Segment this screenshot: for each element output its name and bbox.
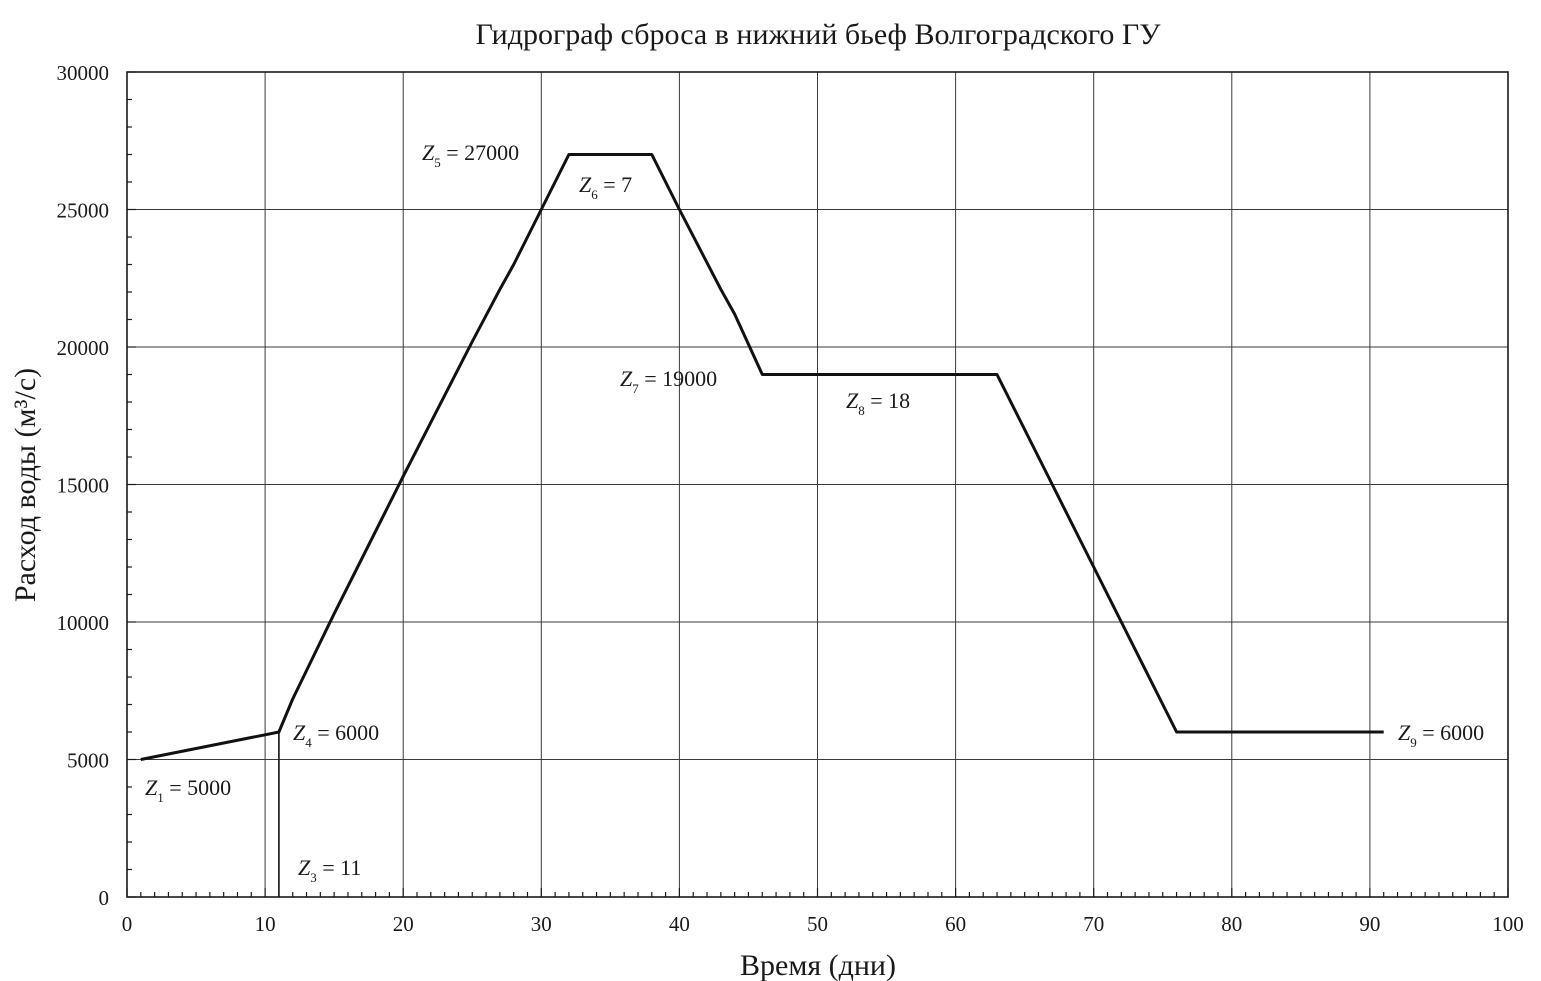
x-tick-label: 30 — [531, 912, 552, 936]
annotation-z3: Z3 = 11 — [298, 855, 361, 885]
annotation-z5: Z5 = 27000 — [422, 140, 519, 170]
axis-ticks — [126, 71, 1509, 898]
x-axis-label: Время (дни) — [740, 949, 896, 981]
x-tick-label: 40 — [669, 912, 690, 936]
annotation-z1: Z1 = 5000 — [145, 775, 231, 805]
y-tick-label: 5000 — [67, 749, 109, 773]
annotations: Z1 = 5000 Z3 = 11 Z4 = 6000 Z5 = 27000 Z6 = … — [145, 140, 1484, 885]
x-tick-label: 60 — [945, 912, 966, 936]
annotation-z4: Z4 = 6000 — [293, 720, 379, 750]
grid — [127, 72, 1508, 897]
y-tick-label: 25000 — [57, 199, 110, 223]
y-tick-label: 30000 — [57, 61, 110, 85]
annotation-z8: Z8 = 18 — [846, 388, 910, 418]
y-tick-label: 10000 — [57, 611, 110, 635]
annotation-z6: Z6 = 7 — [579, 172, 632, 202]
x-tick-label: 90 — [1359, 912, 1380, 936]
x-tick-label: 80 — [1221, 912, 1242, 936]
x-tick-label: 0 — [122, 912, 133, 936]
x-tick-label: 10 — [255, 912, 276, 936]
tick-labels: 0 10 20 30 40 50 60 70 80 90 100 0 5000 10000 15000 200… — [57, 61, 1524, 936]
x-tick-label: 70 — [1083, 912, 1104, 936]
x-tick-label: 50 — [807, 912, 828, 936]
annotation-z9: Z9 = 6000 — [1398, 720, 1484, 750]
x-tick-label: 100 — [1492, 912, 1524, 936]
plot-frame — [126, 71, 1509, 898]
y-tick-label: 20000 — [57, 336, 110, 360]
series-line-discharge — [140, 153, 1384, 761]
chart-title: Гидрограф сброса в нижний бьеф Волгоград… — [475, 18, 1161, 51]
annotation-z7: Z7 = 19000 — [620, 366, 717, 396]
y-tick-label: 15000 — [57, 474, 110, 498]
x-tick-label: 20 — [393, 912, 414, 936]
y-axis-label: Расход воды (м³/с) — [9, 368, 42, 602]
y-tick-label: 0 — [99, 886, 110, 910]
